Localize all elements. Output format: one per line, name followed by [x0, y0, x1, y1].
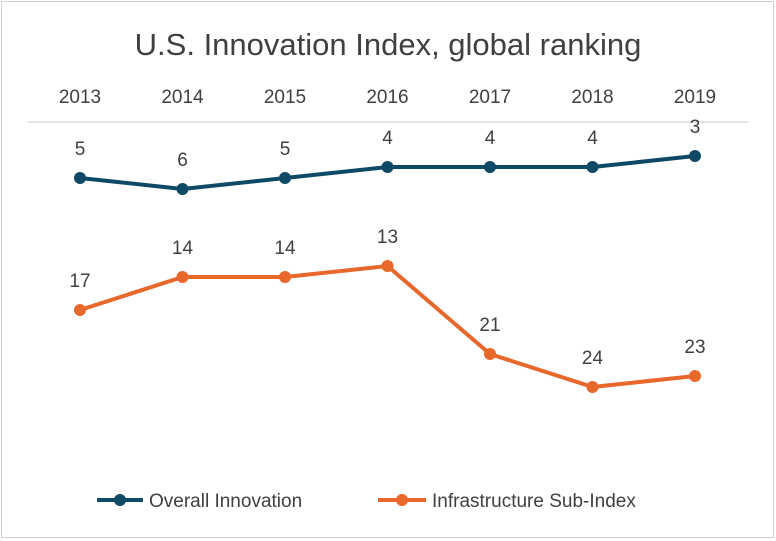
- data-point: [279, 172, 291, 184]
- data-label: 3: [690, 117, 701, 138]
- data-label: 13: [377, 227, 398, 248]
- data-label: 4: [485, 128, 496, 149]
- series-layer: 5 6 5 4 4 4 3 17 14 14 13 21 24 23: [69, 117, 706, 393]
- data-point: [689, 370, 701, 382]
- legend-swatch-marker: [396, 494, 408, 506]
- x-tick-label-2016: 2016: [366, 87, 408, 108]
- data-point: [484, 348, 496, 360]
- legend-label: Overall Innovation: [149, 491, 302, 512]
- data-point: [689, 150, 701, 162]
- chart-title: U.S. Innovation Index, global ranking: [135, 27, 642, 62]
- data-point: [381, 260, 394, 272]
- data-point: [484, 161, 496, 173]
- data-point: [586, 381, 599, 393]
- series-1: 17 14 14 13 21 24 23: [69, 227, 706, 393]
- data-label: 6: [177, 150, 188, 171]
- x-tick-label-2014: 2014: [161, 87, 204, 108]
- x-tick-label-2013: 2013: [59, 87, 101, 108]
- data-point: [586, 161, 599, 173]
- data-label: 24: [582, 348, 604, 369]
- x-axis-tick-labels: 2013 2014 2015 2016 2017 2018 2019: [59, 87, 716, 108]
- data-point: [279, 271, 291, 283]
- data-label: 21: [479, 315, 500, 336]
- data-label: 4: [382, 128, 393, 149]
- x-tick-label-2017: 2017: [469, 87, 511, 108]
- data-label: 5: [75, 139, 86, 160]
- x-tick-label-2015: 2015: [264, 87, 306, 108]
- data-point: [176, 271, 189, 283]
- legend: Overall Innovation Infrastructure Sub-Ind…: [97, 491, 636, 512]
- series-0: 5 6 5 4 4 4 3: [74, 117, 701, 195]
- data-label: 23: [684, 337, 705, 358]
- data-label: 14: [172, 238, 194, 259]
- data-point: [381, 161, 394, 173]
- legend-swatch-marker: [114, 494, 126, 506]
- legend-item-1: Infrastructure Sub-Index: [378, 491, 636, 512]
- data-point: [74, 304, 86, 316]
- x-tick-label-2019: 2019: [674, 87, 716, 108]
- legend-label: Infrastructure Sub-Index: [432, 491, 636, 512]
- x-tick-label-2018: 2018: [571, 87, 613, 108]
- legend-item-0: Overall Innovation: [97, 491, 302, 512]
- data-point: [176, 183, 189, 195]
- data-label: 4: [587, 128, 598, 149]
- data-label: 5: [280, 139, 291, 160]
- data-label: 17: [69, 271, 90, 292]
- data-point: [74, 172, 86, 184]
- data-label: 14: [274, 238, 296, 259]
